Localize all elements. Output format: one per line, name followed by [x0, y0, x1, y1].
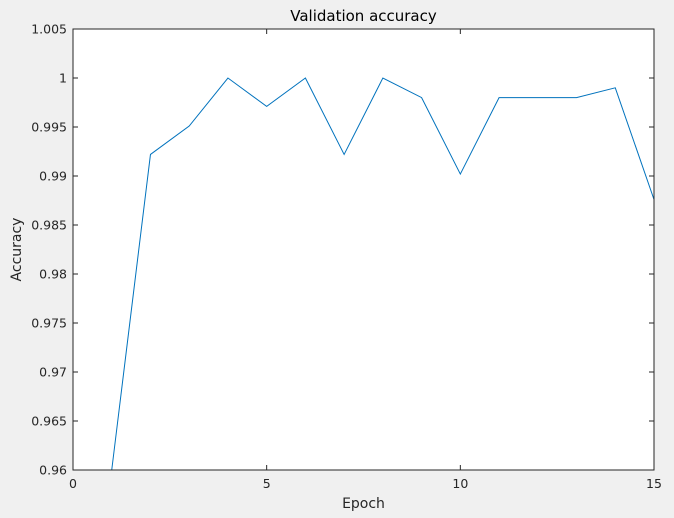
y-tick-label: 0.965	[31, 414, 67, 429]
y-tick-label: 0.99	[39, 169, 67, 184]
y-tick-label: 0.985	[31, 218, 67, 233]
chart-title: Validation accuracy	[290, 7, 437, 25]
data-layer	[111, 77, 655, 471]
x-axis-label: Epoch	[342, 496, 385, 512]
y-tick-label: 1.005	[31, 22, 67, 37]
x-tick-label: 5	[263, 476, 271, 491]
x-tick-label: 0	[69, 476, 77, 491]
tick-layer: 0 5 10 15 0.96 0.965 0.97 0.975 0.98 0.985 0.99 0.9…	[31, 22, 662, 492]
x-tick-label: 15	[646, 476, 662, 491]
plot-area	[73, 29, 654, 470]
y-axis-label: Accuracy	[9, 218, 25, 282]
axes-box	[72, 28, 655, 471]
y-tick-label: 1	[59, 71, 67, 86]
y-tick-label: 0.995	[31, 120, 67, 135]
x-tick-label: 10	[452, 476, 468, 491]
y-tick-label: 0.97	[39, 365, 67, 380]
y-tick-label: 0.98	[39, 267, 67, 282]
y-tick-label: 0.96	[39, 463, 67, 478]
y-tick-label: 0.975	[31, 316, 67, 331]
series-line	[111, 77, 655, 471]
